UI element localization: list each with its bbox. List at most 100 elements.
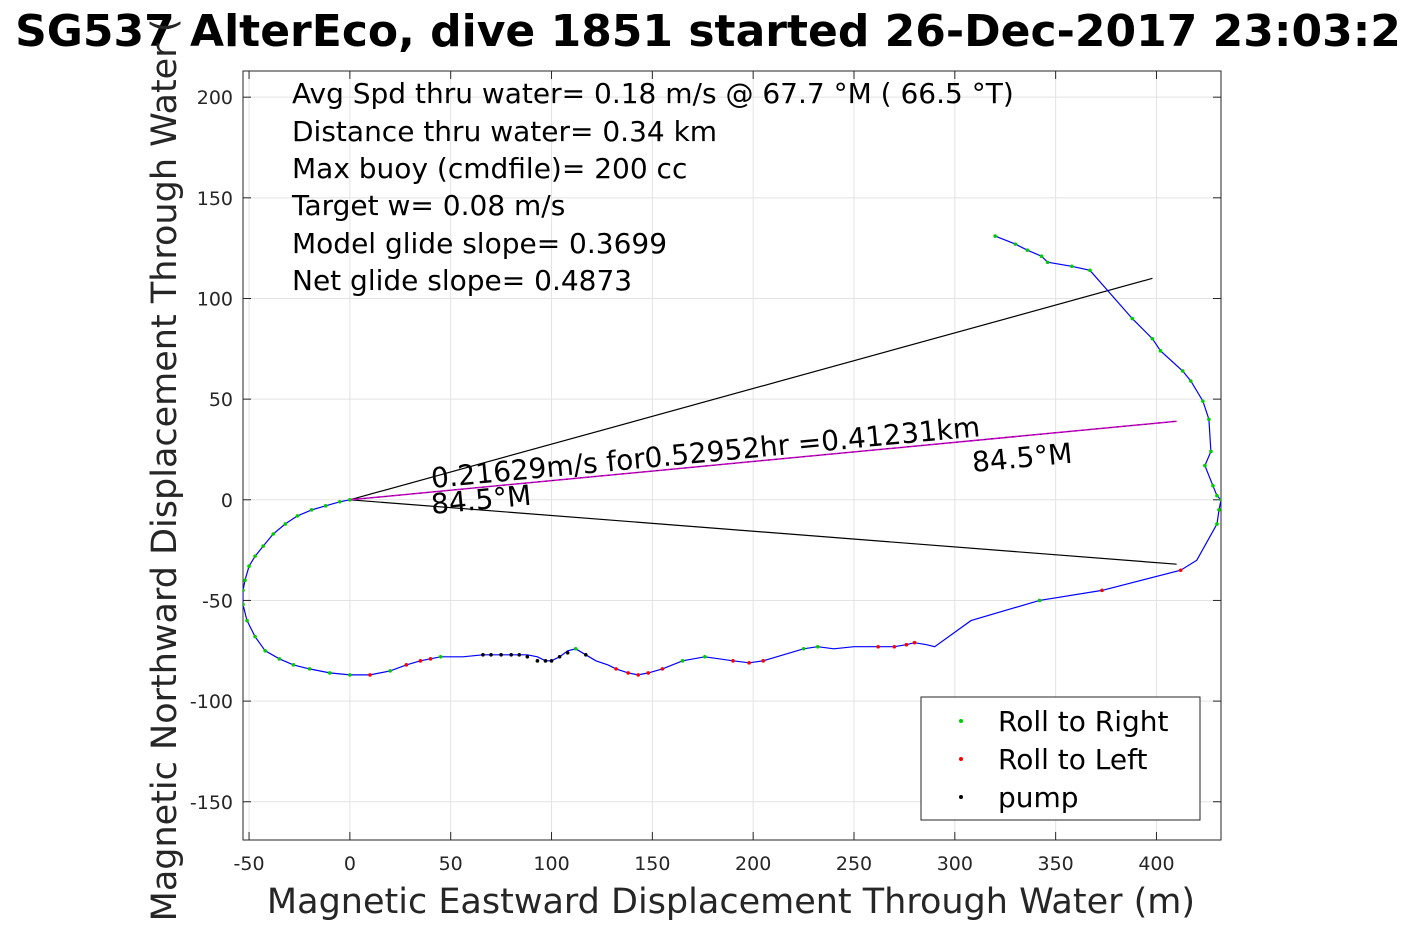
pump-point (565, 650, 570, 655)
roll-right-point (243, 588, 245, 593)
roll-right-point (1219, 497, 1221, 502)
pump-point (584, 652, 588, 657)
roll-left-point (1178, 568, 1183, 573)
legend-marker-roll-left (959, 757, 963, 761)
legend-marker-roll-right (959, 719, 963, 723)
roll-right-point (337, 500, 342, 504)
roll-left-point (747, 661, 751, 665)
x-tick-label: 200 (735, 853, 771, 875)
roll-left-point (731, 659, 735, 663)
y-axis-label: Magnetic Northward Displacement Through … (145, 19, 185, 922)
roll-right-point (1215, 522, 1219, 526)
roll-right-point (1207, 417, 1211, 422)
roll-right-point (247, 564, 251, 569)
roll-right-point (815, 644, 820, 649)
legend: Roll to Right Roll to Left pump (920, 696, 1201, 821)
heading-label-end: 84.5°M (971, 437, 1074, 479)
pump-point (481, 652, 485, 657)
envelope-line (349, 277, 1153, 501)
roll-left-point (904, 642, 909, 647)
roll-right-point (243, 578, 247, 583)
y-tick-label: 150 (197, 188, 233, 210)
roll-left-point (614, 667, 618, 671)
envelope-line (349, 499, 1177, 565)
annotation-distance: Distance thru water= 0.34 km (292, 115, 717, 148)
pump-point (543, 659, 548, 663)
axis-ticks: -50 0 50 100 150 200 250 300 350 400 -150 -100 -50 0 5… (190, 71, 1221, 875)
roll-right-point (1069, 264, 1074, 269)
chart-title: SG537 AlterEco, dive 1851 started 26-Dec… (15, 6, 1401, 57)
roll-right-point (253, 634, 257, 639)
roll-left-point (646, 671, 651, 675)
x-tick-label: 100 (533, 853, 569, 875)
roll-right-point (277, 657, 282, 661)
grid (243, 71, 1221, 840)
pump-point (517, 652, 522, 657)
roll-right-point (702, 655, 707, 659)
roll-right-point (309, 508, 314, 512)
plot-area (243, 234, 1221, 677)
legend-label-roll-right: Roll to Right (998, 705, 1169, 738)
legend-label-roll-left: Roll to Left (998, 743, 1147, 776)
x-tick-label: 250 (836, 853, 872, 875)
pump-point (489, 652, 493, 657)
roll-right-point (291, 663, 296, 667)
x-tick-label: -50 (234, 853, 265, 875)
roll-right-point (271, 532, 276, 536)
reference-lines (349, 277, 1177, 565)
roll-right-point (438, 655, 443, 659)
roll-left-point (1100, 588, 1104, 593)
roll-right-point (283, 522, 288, 526)
roll-right-point (323, 504, 328, 508)
roll-right-point (348, 673, 352, 677)
roll-right-point (245, 618, 249, 623)
annotation-avg-speed: Avg Spd thru water= 0.18 m/s @ 67.7 °M (… (292, 77, 1014, 110)
roll-right-point (1150, 336, 1155, 341)
roll-right-point (680, 659, 685, 663)
pump-point (525, 655, 530, 659)
legend-label-pump: pump (998, 781, 1079, 814)
annotation-net-glide-slope: Net glide slope= 0.4873 (292, 264, 632, 297)
roll-right-point (1013, 242, 1018, 246)
roll-right-point (1201, 399, 1205, 403)
roll-right-point (1215, 493, 1219, 498)
roll-left-point (876, 644, 880, 649)
x-axis-label: Magnetic Eastward Displacement Through W… (267, 882, 1195, 922)
roll-right-point (261, 544, 265, 548)
pump-point (535, 659, 540, 663)
roll-right-point (1209, 449, 1213, 454)
x-tick-label: 150 (634, 853, 670, 875)
x-tick-label: 50 (439, 853, 463, 875)
roll-left-point (404, 663, 409, 667)
x-tick-label: 350 (1038, 853, 1074, 875)
x-tick-label: 300 (937, 853, 973, 875)
roll-right-point (1217, 508, 1221, 512)
roll-right-point (243, 602, 245, 607)
y-tick-label: 100 (197, 288, 233, 310)
roll-right-point (1180, 369, 1185, 373)
annotation-block: Avg Spd thru water= 0.18 m/s @ 67.7 °M (… (291, 77, 1014, 297)
roll-right-point (993, 234, 997, 238)
legend-box (920, 696, 1201, 821)
pump-point (499, 652, 503, 657)
roll-left-point (660, 667, 665, 671)
roll-left-point (761, 659, 766, 663)
roll-right-point (1037, 598, 1042, 603)
legend-marker-pump (959, 795, 963, 799)
roll-right-point (295, 514, 300, 518)
x-tick-label: 400 (1138, 853, 1174, 875)
roll-right-point (1025, 248, 1030, 252)
roll-right-point (388, 669, 393, 673)
annotation-max-buoy: Max buoy (cmdfile)= 200 cc (292, 152, 687, 185)
roll-right-point (1088, 268, 1092, 273)
roll-left-point (368, 673, 372, 677)
plot-frame (242, 70, 1222, 841)
roll-right-point (263, 648, 267, 653)
roll-right-point (801, 646, 806, 651)
roll-left-point (418, 659, 423, 663)
y-tick-label: -150 (190, 792, 233, 814)
pump-point (557, 655, 562, 659)
y-tick-label: 200 (197, 87, 233, 109)
roll-right-point (1211, 483, 1215, 488)
y-tick-label: 0 (221, 490, 233, 512)
